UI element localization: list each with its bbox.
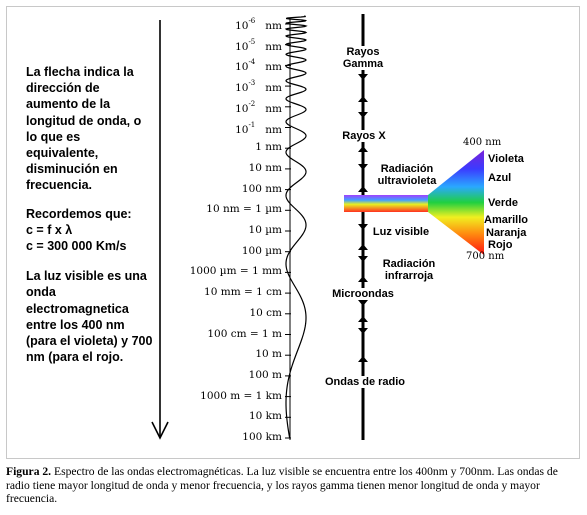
band-label-ir: Radiación infrarroja [382,258,436,282]
scale-label: 10 nm [248,161,282,174]
band-boundary-arrow [358,256,368,262]
spectrum-bottom-wavelength: 700 nm [466,251,505,262]
band-boundary-arrow [358,224,368,230]
band-label-visible: Luz visible [372,226,430,238]
note-arrow-text: La flecha indica la dirección de aumento… [26,65,142,193]
figure-caption: Figura 2. Espectro de las ondas electrom… [6,465,582,506]
caption-label: Figura 2. [6,465,52,478]
scale-label: 10 m [255,348,282,361]
scale-label: 10-1 nm [235,120,282,136]
scale-label: 100 m [248,368,282,381]
scale-label: 10-5 nm [235,37,282,53]
scale-label: 10-3 nm [235,79,282,95]
figure-frame [6,6,580,459]
wave-curve [284,15,308,439]
scale-label: 10-6 nm [235,17,282,32]
band-label-microwave: Microondas [326,288,400,300]
scale-label: 10 cm [249,306,282,319]
scale-label: 1 nm [255,141,282,154]
band-boundary-arrow [358,244,368,250]
scale-ticks [285,23,291,439]
wavelength-arrow [151,20,169,440]
band-boundary-arrow [358,164,368,170]
explanation-note: La flecha indica la dirección de aumento… [26,64,154,377]
scale-label: 10 km [248,410,282,423]
caption-text: Espectro de las ondas electromagnéticas.… [6,465,558,506]
band-boundary-arrow [358,316,368,322]
band-label-uv: Radiación ultravioleta [377,163,437,187]
scale-label: 100 km [242,431,282,443]
spectrum-color-naranja: Naranja [486,227,527,239]
scale-label: 10 nm = 1 µm [206,203,282,216]
scale-label: 1000 µm = 1 mm [189,265,282,278]
visible-spectrum [344,150,484,255]
scale-label: 100 cm = 1 m [207,327,282,340]
band-boundary-arrow [358,328,368,334]
band-label-xray: Rayos X [334,130,394,142]
scale-label: 1000 m = 1 km [200,389,282,402]
spectrum-color-rojo: Rojo [488,239,513,251]
spectrum-color-amarillo: Amarillo [484,214,529,226]
band-boundary-arrow [358,74,368,80]
band-boundary-arrow [358,276,368,282]
spectrum-color-azul: Azul [488,172,512,184]
scale-label: 10-4 nm [235,58,282,74]
band-boundary-arrow [358,186,368,192]
spectrum-color-verde: Verde [488,197,518,209]
band-boundary-arrow [358,96,368,102]
band-label-radio: Ondas de radio [320,376,410,388]
band-axis [358,14,368,440]
scale-label: 10 mm = 1 cm [204,286,282,299]
scale-label: 10-2 nm [235,99,282,115]
spectrum-top-wavelength: 400 nm [463,137,502,148]
band-label-gamma: Rayos Gamma [336,46,390,70]
spectrum-color-violeta: Violeta [488,153,524,165]
band-boundary-arrow [358,112,368,118]
note-visible-light: La luz visible es una onda electromagnet… [26,269,153,365]
band-boundary-arrow [358,300,368,306]
scale-label: 100 µm [241,244,282,257]
scale-label: 100 nm [241,182,282,195]
band-boundary-arrow [358,356,368,362]
band-boundary-arrow [358,146,368,152]
scale-label: 10 µm [248,224,282,236]
